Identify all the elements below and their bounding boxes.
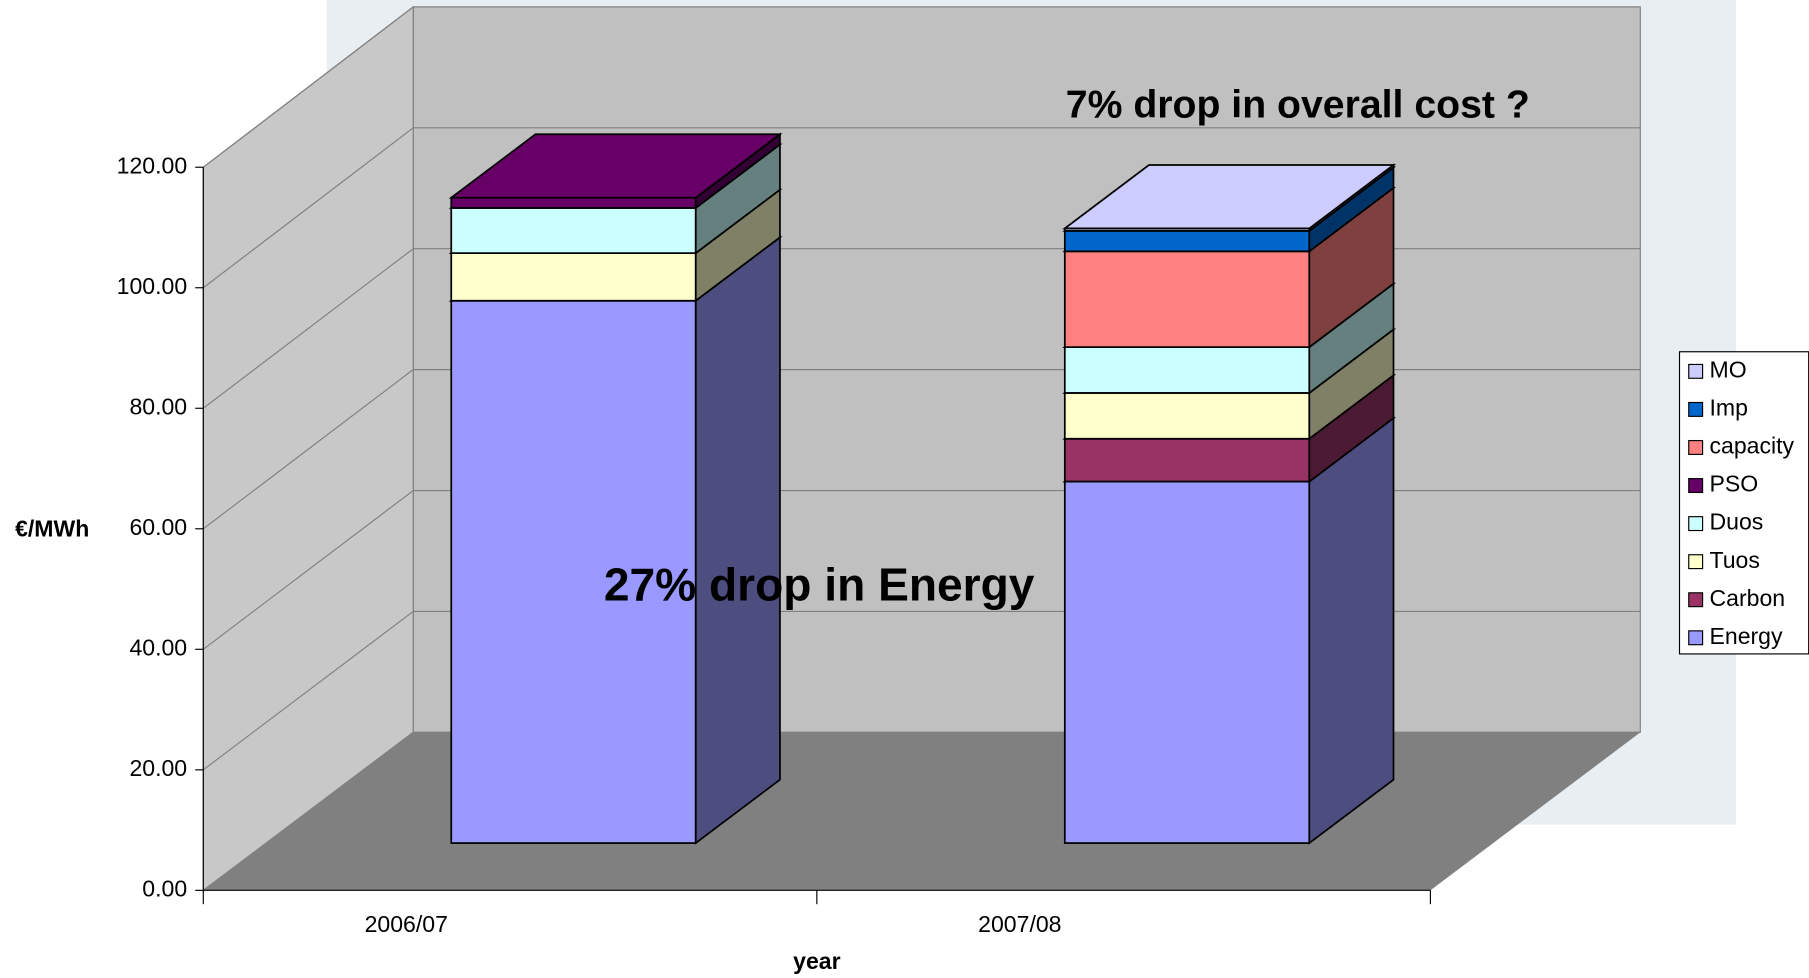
bar-segment	[1063, 437, 1311, 483]
annotation: 27% drop in Energy	[604, 558, 1035, 610]
bar-segment	[1063, 250, 1311, 348]
x-tick-label: 2006/07	[365, 911, 448, 937]
bar-top	[448, 133, 783, 199]
legend-swatch	[1688, 478, 1704, 494]
legend-swatch	[1688, 592, 1704, 608]
legend-label: Carbon	[1710, 585, 1786, 611]
grid-line	[202, 731, 414, 891]
y-tick-label: 80.00	[129, 393, 187, 419]
bar-segment	[450, 299, 697, 844]
y-axis-label: €/MWh	[15, 516, 89, 542]
bar-segment	[1063, 392, 1311, 440]
legend-swatch	[1688, 516, 1704, 532]
legend-swatch	[1688, 439, 1704, 455]
legend-label: PSO	[1710, 471, 1759, 497]
bar-segment	[1063, 480, 1311, 844]
grid-line	[202, 6, 414, 168]
legend-label: Imp	[1710, 395, 1748, 421]
annotation: 7% drop in overall cost ?	[1066, 84, 1530, 127]
bars	[448, 132, 1397, 845]
y-tick-label: 40.00	[129, 634, 187, 660]
bar-segment	[1063, 346, 1311, 394]
legend-label: Duos	[1710, 509, 1764, 535]
legend-label: Tuos	[1710, 547, 1760, 573]
y-tick-label: 60.00	[129, 514, 187, 540]
bar-segment	[450, 207, 697, 254]
legend-swatch	[1688, 554, 1704, 570]
y-tick-label: 20.00	[129, 755, 187, 781]
legend-swatch	[1688, 630, 1704, 646]
grid-line	[202, 127, 414, 289]
y-tick-label: 120.00	[117, 152, 188, 178]
x-axis-label: year	[793, 948, 840, 974]
legend-label: capacity	[1710, 433, 1795, 459]
x-tick-label: 2007/08	[978, 911, 1061, 937]
bar-segment	[450, 252, 697, 302]
bar-segment	[1063, 229, 1311, 253]
y-tick-label: 0.00	[142, 875, 187, 901]
bar-top	[1062, 164, 1397, 230]
legend-label: Energy	[1710, 623, 1783, 649]
floor	[203, 732, 1641, 891]
grid-line	[202, 610, 414, 771]
legend-swatch	[1688, 401, 1704, 417]
y-tick-label: 100.00	[117, 273, 188, 299]
grid-line	[202, 369, 414, 530]
grid-line	[202, 490, 414, 650]
bar-side	[694, 235, 781, 845]
bar-side	[1308, 416, 1395, 845]
legend-label: MO	[1710, 356, 1747, 382]
bar-segment	[450, 196, 697, 209]
grid-line	[202, 248, 414, 409]
legend-swatch	[1688, 363, 1704, 379]
